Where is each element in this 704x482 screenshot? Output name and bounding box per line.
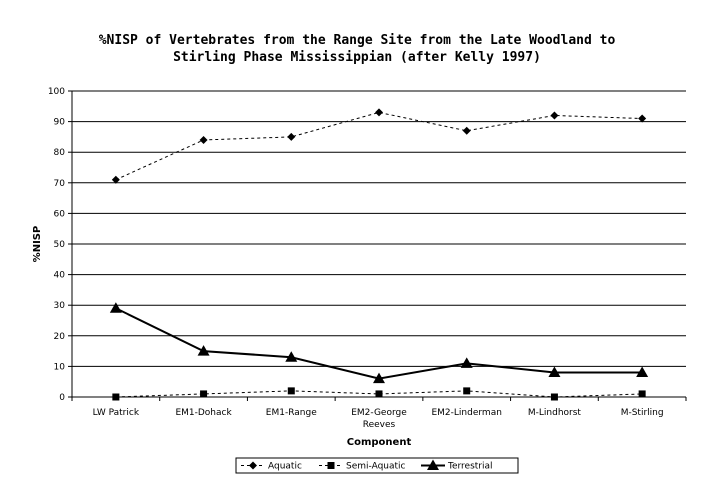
x-tick-label: M-Stirling [621,408,664,418]
point-terrestrial [636,366,649,378]
point-semi-aquatic [287,387,295,395]
point-aquatic [199,135,208,144]
legend-marker-semi-aquatic [327,462,335,469]
legend-label-semi-aquatic: Semi-Aquatic [346,462,406,472]
x-axis-title: Component [347,437,412,448]
point-aquatic [462,126,471,135]
legend-box [235,457,519,474]
legend-marker-aquatic [249,461,257,470]
axes [68,90,687,401]
x-tick-label: EM1-Range [266,408,317,418]
y-tick-labels: 0 10 20 30 40 50 60 70 80 90 100 [48,87,65,403]
point-terrestrial [548,366,561,378]
gridlines [72,90,686,367]
point-aquatic [111,175,120,184]
x-tick-labels: LW Patrick EM1-Dohack EM1-Range EM2-George R… [93,408,664,430]
point-semi-aquatic [463,387,471,395]
point-semi-aquatic [112,393,120,401]
y-tick-label: 50 [54,240,66,250]
point-terrestrial [373,372,385,384]
x-tick-label: EM2-Linderman [431,408,501,418]
series-line-aquatic [115,111,643,181]
y-tick-label: 100 [48,87,65,97]
y-tick-label: 0 [59,393,65,403]
series-lines [109,108,649,401]
y-axis-title: %NISP [32,226,43,263]
x-tick-label: M-Lindhorst [528,408,582,418]
x-tick-label: Reeves [363,420,396,430]
y-tick-label: 10 [54,362,66,372]
point-semi-aquatic [638,390,646,398]
point-aquatic [638,114,647,123]
point-semi-aquatic [550,393,558,401]
point-terrestrial [197,345,210,356]
chart-title-line-1: %NISP of Vertebrates from the Range Site… [99,33,616,48]
y-tick-label: 80 [54,148,66,158]
point-terrestrial [285,351,298,362]
x-tick-label: LW Patrick [93,408,140,418]
x-tick-label: EM2-George [351,408,407,418]
y-tick-label: 90 [54,118,66,128]
legend: Aquatic Semi-Aquatic Terrestrial [235,457,519,474]
point-aquatic [375,108,383,117]
series-line-terrestrial [115,307,643,380]
y-tick-label: 30 [54,301,66,311]
point-terrestrial [109,302,122,313]
point-terrestrial [460,357,473,368]
legend-label-terrestrial: Terrestrial [447,462,493,472]
point-aquatic [550,111,559,120]
y-tick-label: 70 [54,179,66,189]
y-tick-label: 60 [54,209,66,219]
point-aquatic [287,132,296,141]
point-semi-aquatic [375,390,383,398]
chart-title-line-2: Stirling Phase Mississippian (after Kell… [173,50,541,65]
y-tick-label: 20 [54,332,66,342]
legend-label-aquatic: Aquatic [268,462,302,472]
y-tick-label: 40 [54,271,66,281]
x-tick-label: EM1-Dohack [175,408,232,418]
point-semi-aquatic [200,390,208,398]
legend-marker-terrestrial [427,459,439,470]
